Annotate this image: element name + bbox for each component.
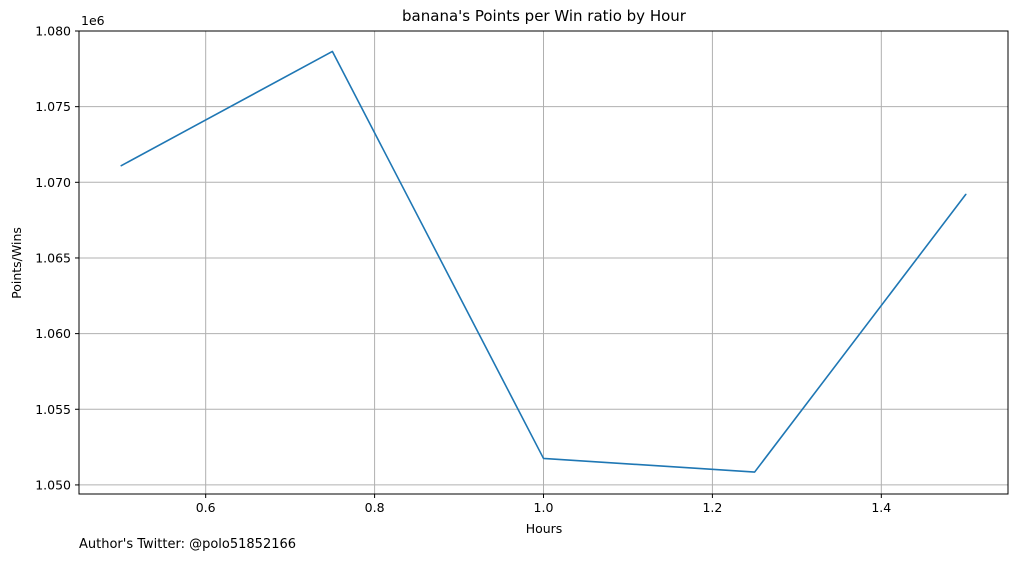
y-tick-label: 1.080 <box>35 24 71 39</box>
y-offset-label: 1e6 <box>81 13 105 28</box>
x-tick-label: 1.0 <box>534 500 554 515</box>
y-axis: 1.050 1.055 1.060 1.065 1.070 1.075 1.080 <box>35 24 79 492</box>
y-tick-label: 1.055 <box>35 402 71 417</box>
y-axis-label: Points/Wins <box>9 227 24 299</box>
y-tick-label: 1.050 <box>35 477 71 492</box>
grid <box>79 30 1008 494</box>
y-tick-label: 1.075 <box>35 99 71 114</box>
x-axis-label: Hours <box>526 521 563 536</box>
author-twitter-note: Author's Twitter: @polo51852166 <box>79 537 297 552</box>
x-tick-label: 0.6 <box>196 500 216 515</box>
series-lines <box>120 50 967 473</box>
y-tick-label: 1.065 <box>35 250 71 265</box>
y-tick-label: 1.070 <box>35 175 71 190</box>
x-tick-label: 1.4 <box>871 500 891 515</box>
x-tick-label: 0.8 <box>365 500 385 515</box>
chart-title: banana's Points per Win ratio by Hour <box>402 7 687 25</box>
x-tick-label: 1.2 <box>702 500 722 515</box>
y-tick-label: 1.060 <box>35 326 71 341</box>
x-axis: 0.6 0.8 1.0 1.2 1.4 <box>196 494 891 515</box>
